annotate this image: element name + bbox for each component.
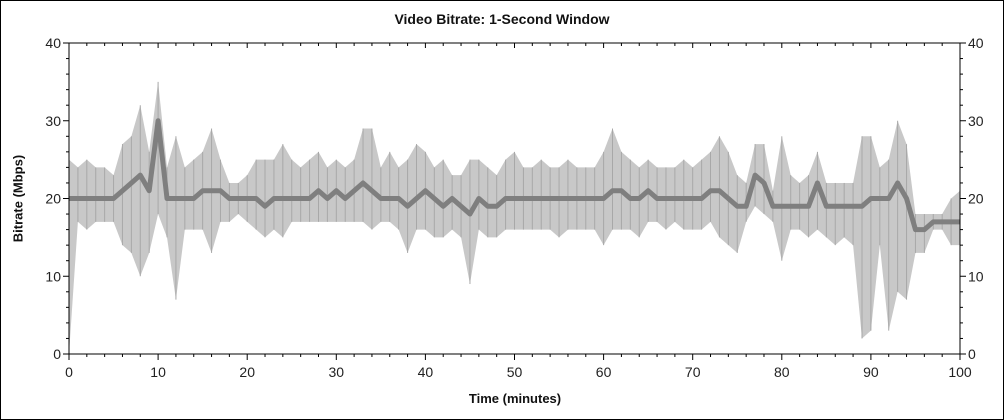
x-tick-label: 100 bbox=[948, 364, 972, 380]
y-tick-label-right: 20 bbox=[968, 191, 984, 207]
x-tick-label: 50 bbox=[507, 364, 523, 380]
x-tick-label: 60 bbox=[596, 364, 612, 380]
x-tick-label: 40 bbox=[418, 364, 434, 380]
x-tick-label: 70 bbox=[685, 364, 701, 380]
y-tick-label-right: 30 bbox=[968, 113, 984, 129]
chart-title: Video Bitrate: 1-Second Window bbox=[394, 11, 610, 27]
x-tick-label: 0 bbox=[65, 364, 73, 380]
x-axis-label: Time (minutes) bbox=[468, 391, 562, 406]
y-tick-label: 40 bbox=[45, 35, 61, 51]
y-tick-label-right: 40 bbox=[968, 35, 984, 51]
y-tick-label: 30 bbox=[45, 113, 61, 129]
x-tick-label: 10 bbox=[150, 364, 166, 380]
x-tick-label: 80 bbox=[774, 364, 790, 380]
y-tick-label-right: 10 bbox=[968, 268, 984, 284]
y-tick-label: 0 bbox=[53, 346, 61, 362]
y-tick-label: 10 bbox=[45, 268, 61, 284]
x-tick-label: 30 bbox=[329, 364, 345, 380]
x-tick-label: 20 bbox=[239, 364, 255, 380]
bitrate-mean-line bbox=[69, 118, 960, 233]
y-tick-label-right: 0 bbox=[968, 346, 976, 362]
x-tick-label: 90 bbox=[863, 364, 879, 380]
y-tick-label: 20 bbox=[45, 191, 61, 207]
